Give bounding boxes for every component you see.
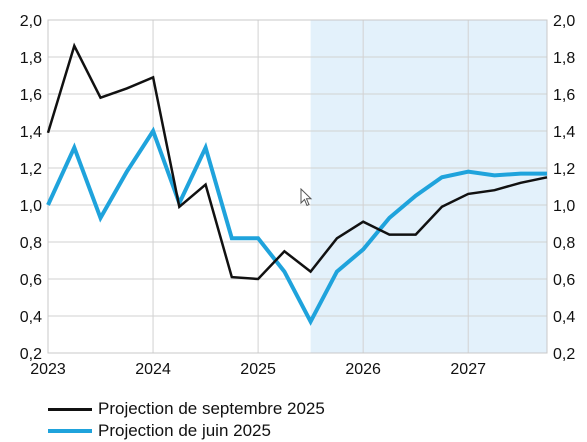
x-tick-label: 2023 <box>30 361 66 378</box>
x-tick-label: 2025 <box>240 361 276 378</box>
y-tick-label-right: 0,6 <box>553 272 575 289</box>
tick-labels: 0,2 0,2 0,4 0,4 0,6 0,6 0,8 0,8 1,0 1,0 1,2 1,2 1,4 1… <box>20 13 576 378</box>
mouse-cursor-icon <box>300 188 313 207</box>
y-tick-label-right: 1,6 <box>553 87 575 104</box>
y-tick-label-left: 1,4 <box>20 124 42 141</box>
plot-frame <box>47 19 548 354</box>
y-tick-label-right: 0,2 <box>553 346 575 363</box>
legend-item-september: Projection de septembre 2025 <box>48 398 325 420</box>
legend-item-june: Projection de juin 2025 <box>48 420 325 442</box>
legend: Projection de septembre 2025 Projection … <box>48 398 325 442</box>
legend-label-september: Projection de septembre 2025 <box>98 399 325 418</box>
y-tick-label-left: 1,6 <box>20 87 42 104</box>
series-line-september <box>46 42 548 281</box>
legend-swatch-june <box>48 429 92 433</box>
y-tick-label-left: 1,2 <box>20 161 42 178</box>
y-tick-label-left: 1,0 <box>20 198 42 215</box>
y-tick-label-right: 1,0 <box>553 198 575 215</box>
y-tick-label-right: 2,0 <box>553 13 575 30</box>
series-line-june <box>46 126 547 326</box>
y-tick-label-left: 0,4 <box>20 309 42 326</box>
y-tick-label-right: 1,8 <box>553 50 575 67</box>
x-tick-label: 2026 <box>345 361 381 378</box>
y-tick-label-right: 1,2 <box>553 161 575 178</box>
x-tick-label: 2027 <box>450 361 486 378</box>
y-tick-label-left: 2,0 <box>20 13 42 30</box>
y-tick-label-left: 0,8 <box>20 235 42 252</box>
y-tick-label-right: 0,4 <box>553 309 575 326</box>
y-tick-label-right: 0,8 <box>553 235 575 252</box>
y-tick-label-left: 0,2 <box>20 346 42 363</box>
x-tick-label: 2024 <box>135 361 171 378</box>
series-layer <box>46 42 548 326</box>
y-tick-label-right: 1,4 <box>553 124 575 141</box>
y-tick-label-left: 1,8 <box>20 50 42 67</box>
legend-label-june: Projection de juin 2025 <box>98 421 271 440</box>
y-tick-label-left: 0,6 <box>20 272 42 289</box>
legend-swatch-september <box>48 407 92 411</box>
